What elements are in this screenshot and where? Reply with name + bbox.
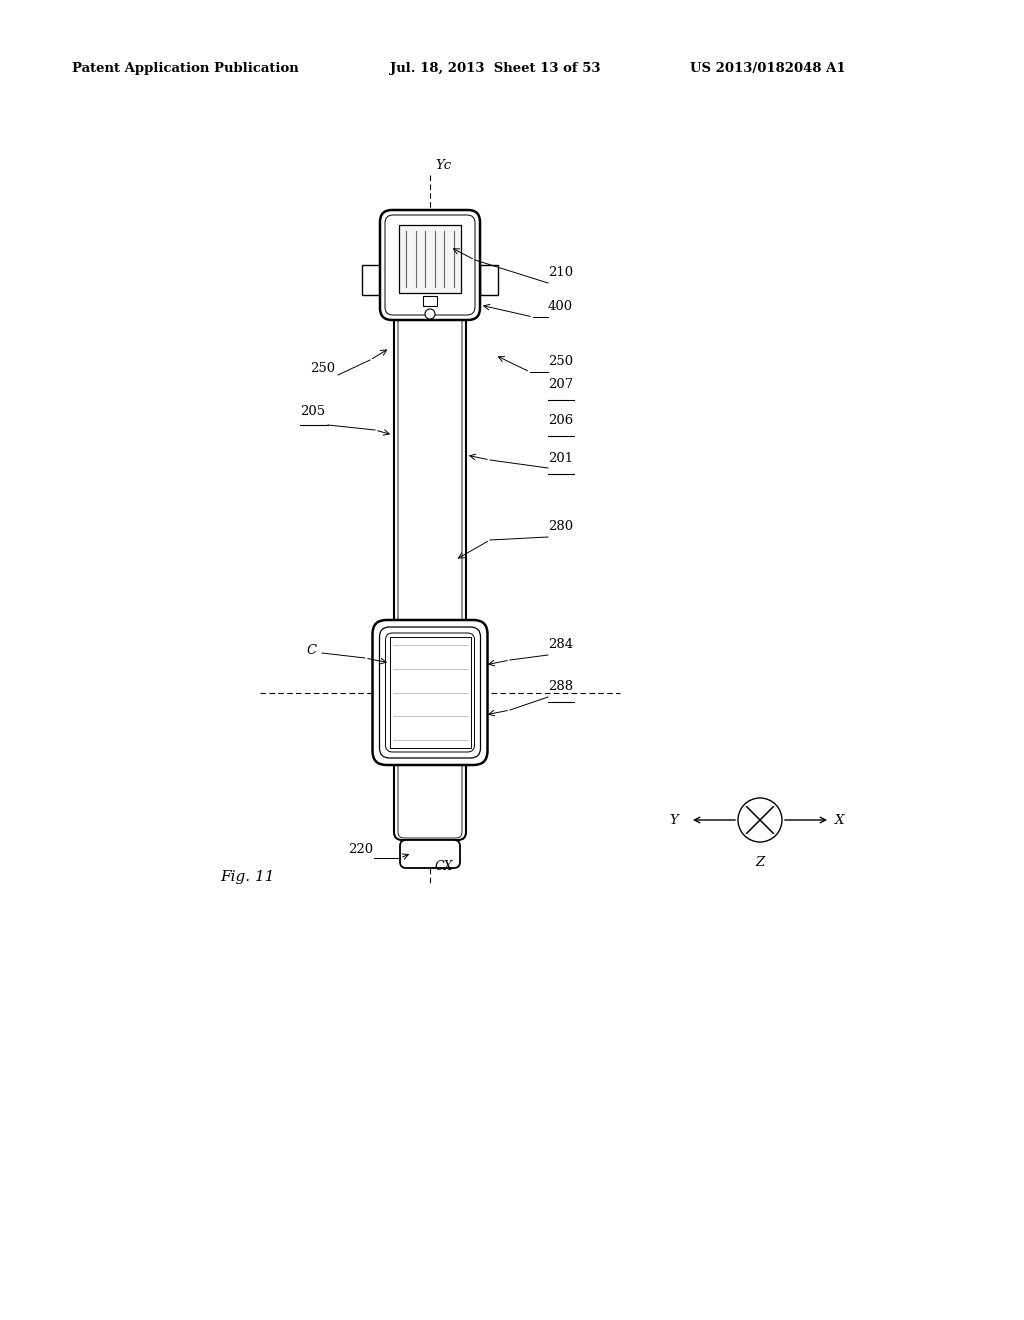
Bar [399, 224, 461, 293]
Text: 205: 205 [300, 405, 326, 418]
Text: 207: 207 [548, 378, 573, 391]
Text: 400: 400 [548, 300, 573, 313]
Text: Fig. 11: Fig. 11 [220, 870, 274, 884]
FancyBboxPatch shape [400, 840, 460, 869]
Text: Z: Z [756, 855, 765, 869]
Text: Jul. 18, 2013  Sheet 13 of 53: Jul. 18, 2013 Sheet 13 of 53 [390, 62, 600, 75]
Text: 250: 250 [548, 355, 573, 368]
Bar [480, 265, 498, 294]
FancyBboxPatch shape [394, 310, 466, 840]
Text: US 2013/0182048 A1: US 2013/0182048 A1 [690, 62, 846, 75]
Bar [423, 296, 437, 306]
FancyBboxPatch shape [373, 620, 487, 766]
Text: Patent Application Publication: Patent Application Publication [72, 62, 299, 75]
Circle shape [425, 309, 435, 319]
Text: C: C [306, 644, 316, 656]
Text: 206: 206 [548, 414, 573, 426]
Text: 210: 210 [548, 267, 573, 279]
Text: 201: 201 [548, 451, 573, 465]
Text: Yc: Yc [435, 158, 452, 172]
Text: 220: 220 [348, 843, 373, 855]
Bar [389, 638, 470, 748]
FancyBboxPatch shape [380, 210, 480, 319]
Text: 288: 288 [548, 680, 573, 693]
Text: X: X [835, 813, 845, 826]
Text: 284: 284 [548, 638, 573, 651]
Text: 250: 250 [310, 362, 335, 375]
Text: 280: 280 [548, 520, 573, 533]
Circle shape [738, 799, 782, 842]
Bar [362, 265, 380, 294]
Text: CX: CX [435, 861, 454, 873]
Text: Y: Y [670, 813, 678, 826]
